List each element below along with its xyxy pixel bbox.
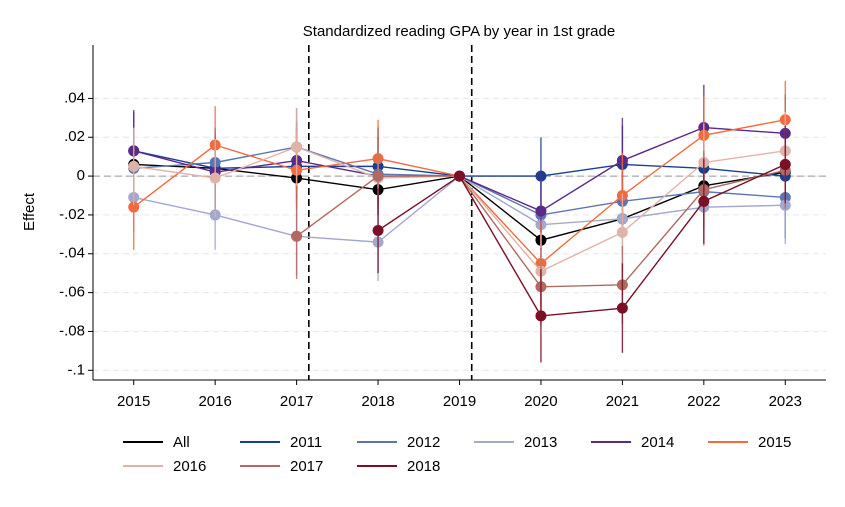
x-tick-label: 2022 (687, 393, 720, 410)
y-tick-label: .02 (64, 128, 85, 145)
point (616, 226, 628, 238)
legend-label: 2014 (641, 434, 674, 451)
point (372, 224, 384, 236)
y-tick-label: -.08 (59, 322, 85, 339)
x-tick-label: 2017 (280, 393, 313, 410)
legend-label: 2013 (524, 434, 557, 451)
x-tick-label: 2015 (117, 393, 150, 410)
legend-label: 2012 (407, 434, 440, 451)
point (128, 160, 140, 172)
point (291, 230, 303, 242)
y-axis-label: Effect (21, 192, 38, 231)
point (779, 158, 791, 170)
point (209, 172, 221, 184)
x-tick-label: 2019 (443, 393, 476, 410)
point (128, 201, 140, 213)
point (535, 310, 547, 322)
legend-label: 2011 (290, 434, 322, 451)
point (535, 205, 547, 217)
x-tick-label: 2016 (198, 393, 231, 410)
x-tick-label: 2020 (524, 393, 557, 410)
point (372, 170, 384, 182)
series-line (377, 163, 786, 317)
x-tick-label: 2018 (361, 393, 394, 410)
x-tick-label: 2021 (606, 393, 639, 410)
point (698, 195, 710, 207)
y-tick-label: 0 (77, 167, 85, 184)
point (454, 170, 465, 182)
point (291, 141, 303, 153)
legend-label: 2015 (758, 434, 791, 451)
x-tick-label: 2023 (769, 393, 802, 410)
chart-title: Standardized reading GPA by year in 1st … (303, 23, 615, 40)
y-tick-label: -.04 (59, 245, 85, 262)
y-tick-label: -.02 (59, 206, 85, 223)
point (616, 302, 628, 314)
legend-label: All (173, 434, 190, 451)
y-tick-label: .04 (64, 89, 85, 106)
legend-label: 2018 (407, 458, 440, 475)
y-tick-label: -.1 (67, 361, 85, 378)
legend-label: 2017 (290, 458, 323, 475)
y-tick-label: -.06 (59, 284, 85, 301)
legend-label: 2016 (173, 458, 206, 475)
